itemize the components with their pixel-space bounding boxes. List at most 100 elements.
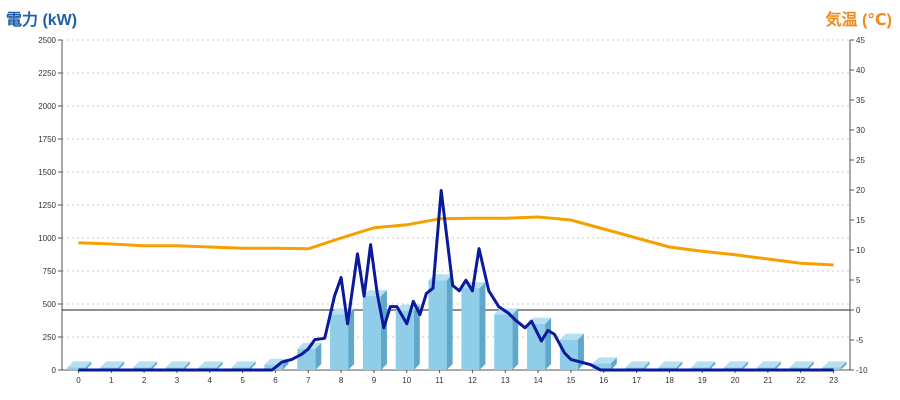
- bar-side: [742, 361, 749, 370]
- bar-side: [183, 361, 190, 370]
- bar-side: [118, 361, 125, 370]
- bar-top: [559, 333, 584, 340]
- bar-side: [774, 361, 781, 370]
- bar-side: [249, 361, 256, 370]
- bar-side: [151, 361, 158, 370]
- x-tick-label: 0: [76, 376, 81, 385]
- x-tick-label: 5: [240, 376, 245, 385]
- bar-top: [822, 361, 847, 368]
- right-tick-label: 10: [856, 246, 865, 255]
- left-tick-label: 1000: [38, 234, 56, 243]
- bar-side: [216, 361, 223, 370]
- left-tick-label: 1250: [38, 201, 56, 210]
- x-tick-label: 22: [796, 376, 805, 385]
- x-tick-label: 19: [698, 376, 707, 385]
- left-tick-label: 250: [43, 333, 57, 342]
- left-tick-label: 2250: [38, 69, 56, 78]
- bar-top: [691, 361, 716, 368]
- bar-side: [512, 308, 519, 370]
- left-tick-label: 500: [43, 300, 57, 309]
- bar-top: [789, 361, 814, 368]
- bar: [559, 339, 578, 370]
- bar-side: [840, 361, 847, 370]
- x-tick-label: 12: [468, 376, 477, 385]
- bar-side: [446, 274, 453, 370]
- left-tick-label: 2500: [38, 36, 56, 45]
- x-tick-label: 7: [306, 376, 311, 385]
- bar: [395, 310, 414, 370]
- bar: [428, 280, 447, 370]
- bar-side: [380, 290, 387, 370]
- x-tick-label: 10: [402, 376, 411, 385]
- bar-side: [85, 361, 92, 370]
- x-tick-label: 16: [599, 376, 608, 385]
- left-tick-label: 1500: [38, 168, 56, 177]
- x-tick-label: 15: [566, 376, 575, 385]
- bar-side: [348, 308, 355, 370]
- left-axis-title: 電力 (kW): [6, 12, 78, 29]
- x-tick-label: 17: [632, 376, 641, 385]
- bar: [330, 314, 349, 370]
- bar-top: [362, 290, 387, 297]
- bar-top: [165, 361, 190, 368]
- bar: [67, 367, 86, 370]
- right-tick-label: 35: [856, 96, 865, 105]
- bar-side: [413, 304, 420, 370]
- left-tick-label: 750: [43, 267, 57, 276]
- bar-top: [100, 361, 125, 368]
- right-tick-label: 15: [856, 216, 865, 225]
- bar-side: [315, 342, 322, 370]
- x-tick-label: 11: [435, 376, 444, 385]
- power-line: [78, 189, 834, 372]
- bar-top: [395, 304, 420, 311]
- temperature-line: [78, 215, 834, 267]
- left-tick-label: 2000: [38, 102, 56, 111]
- x-tick-label: 9: [372, 376, 377, 385]
- right-tick-label: -5: [856, 336, 864, 345]
- bar: [494, 314, 513, 370]
- x-tick-label: 23: [829, 376, 838, 385]
- bar-top: [658, 361, 683, 368]
- x-tick-label: 6: [273, 376, 278, 385]
- bar-side: [545, 317, 552, 370]
- bar-side: [676, 361, 683, 370]
- bar-top: [756, 361, 781, 368]
- bar-top: [724, 361, 749, 368]
- bar: [362, 296, 381, 370]
- bar-side: [610, 357, 617, 370]
- bar-side: [709, 361, 716, 370]
- bar-top: [133, 361, 158, 368]
- x-tick-label: 18: [665, 376, 674, 385]
- x-tick-label: 3: [175, 376, 180, 385]
- right-axis-title: 気温 (℃): [825, 12, 892, 29]
- bar-top: [231, 361, 256, 368]
- bar: [527, 323, 546, 370]
- x-tick-label: 20: [731, 376, 740, 385]
- x-tick-label: 21: [763, 376, 772, 385]
- right-tick-label: 5: [856, 276, 861, 285]
- x-tick-label: 1: [109, 376, 114, 385]
- bar-side: [807, 361, 814, 370]
- right-tick-label: 25: [856, 156, 865, 165]
- bar-top: [625, 361, 650, 368]
- x-tick-label: 14: [534, 376, 543, 385]
- bar: [592, 363, 611, 370]
- right-tick-label: 0: [856, 306, 861, 315]
- x-tick-label: 4: [208, 376, 213, 385]
- bar-top: [67, 361, 92, 368]
- bar-top: [592, 357, 617, 364]
- bar: [461, 288, 480, 370]
- x-tick-label: 8: [339, 376, 344, 385]
- left-tick-label: 1750: [38, 135, 56, 144]
- left-tick-label: 0: [52, 366, 57, 375]
- right-tick-label: 40: [856, 66, 865, 75]
- bar-side: [643, 361, 650, 370]
- bar-top: [198, 361, 223, 368]
- bar-side: [479, 282, 486, 370]
- right-tick-label: 45: [856, 36, 865, 45]
- x-tick-label: 2: [142, 376, 147, 385]
- x-tick-label: 13: [501, 376, 510, 385]
- right-tick-label: 30: [856, 126, 865, 135]
- right-tick-label: -10: [856, 366, 868, 375]
